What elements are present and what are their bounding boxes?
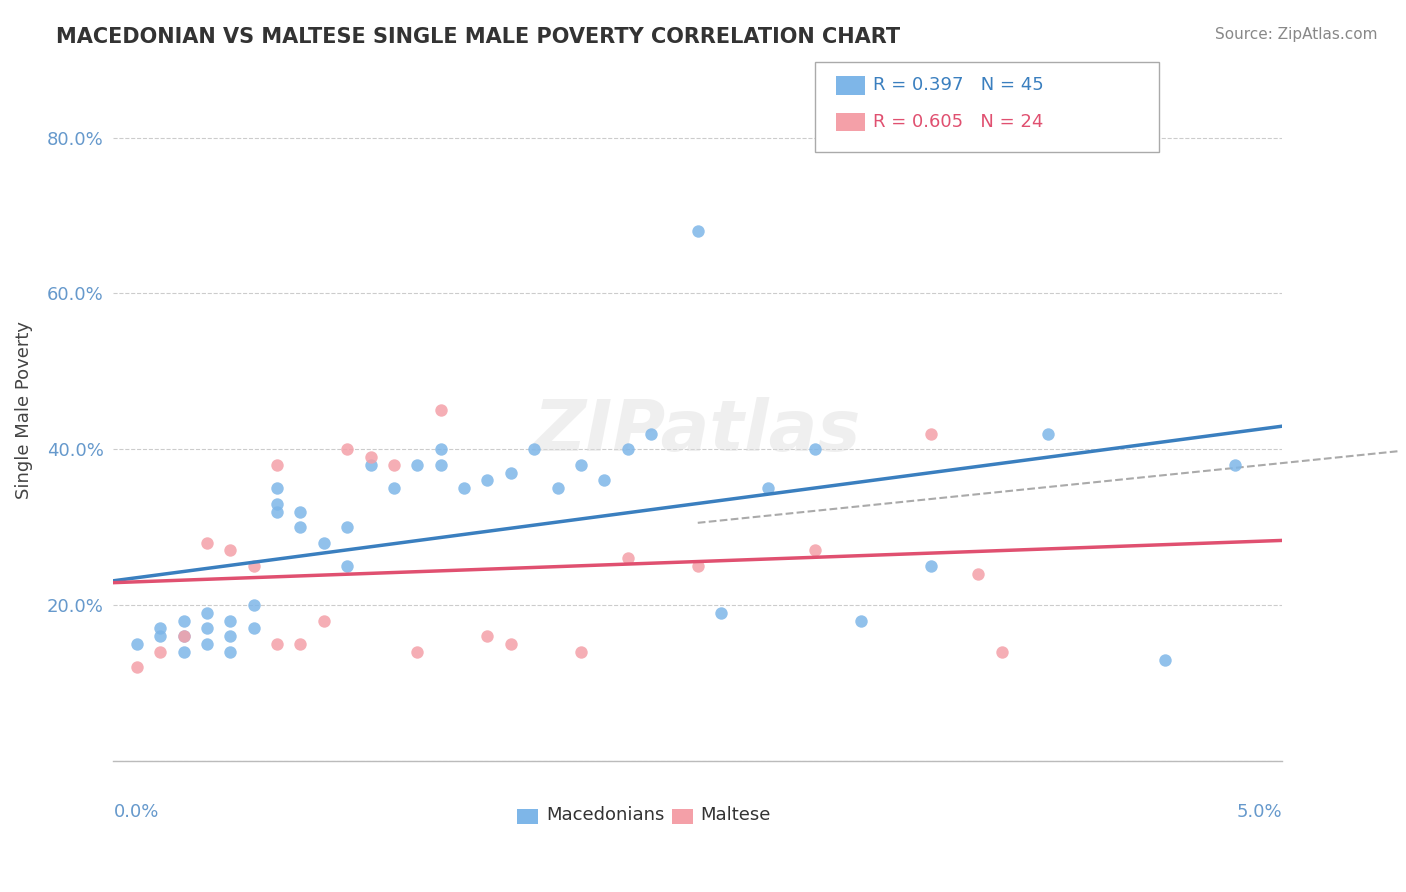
Y-axis label: Single Male Poverty: Single Male Poverty xyxy=(15,321,32,500)
Text: ZIPatlas: ZIPatlas xyxy=(534,397,862,466)
Point xyxy=(125,637,148,651)
Point xyxy=(453,481,475,495)
Point xyxy=(336,442,359,457)
Point xyxy=(336,520,359,534)
Point xyxy=(173,645,195,659)
Point xyxy=(547,481,569,495)
Point xyxy=(920,426,942,441)
Point xyxy=(173,614,195,628)
Point xyxy=(266,481,288,495)
Point xyxy=(499,466,522,480)
FancyBboxPatch shape xyxy=(516,808,537,824)
Point xyxy=(616,551,638,566)
Point xyxy=(242,598,264,612)
Text: Source: ZipAtlas.com: Source: ZipAtlas.com xyxy=(1215,27,1378,42)
Text: MACEDONIAN VS MALTESE SINGLE MALE POVERTY CORRELATION CHART: MACEDONIAN VS MALTESE SINGLE MALE POVERT… xyxy=(56,27,900,46)
Point xyxy=(173,629,195,643)
Point xyxy=(593,473,616,487)
Point xyxy=(173,629,195,643)
Point xyxy=(149,645,172,659)
FancyBboxPatch shape xyxy=(814,62,1160,153)
Text: 0.0%: 0.0% xyxy=(114,803,159,821)
Point xyxy=(803,543,825,558)
Point xyxy=(219,614,242,628)
Point xyxy=(920,559,942,574)
Point xyxy=(266,504,288,518)
Point xyxy=(477,473,499,487)
Point xyxy=(219,543,242,558)
Point xyxy=(1154,652,1177,666)
Text: Maltese: Maltese xyxy=(700,806,770,824)
Point xyxy=(290,504,312,518)
Point xyxy=(686,559,709,574)
Point xyxy=(219,645,242,659)
Text: R = 0.397   N = 45: R = 0.397 N = 45 xyxy=(873,77,1043,95)
Point xyxy=(266,458,288,472)
Point xyxy=(640,426,662,441)
FancyBboxPatch shape xyxy=(835,113,865,131)
Point xyxy=(429,403,451,417)
Point xyxy=(569,645,592,659)
Point xyxy=(382,458,405,472)
Point xyxy=(125,660,148,674)
Text: R = 0.605   N = 24: R = 0.605 N = 24 xyxy=(873,113,1043,131)
FancyBboxPatch shape xyxy=(835,77,865,95)
FancyBboxPatch shape xyxy=(672,808,693,824)
Point xyxy=(195,535,218,549)
Point xyxy=(195,606,218,620)
Point xyxy=(219,629,242,643)
Point xyxy=(523,442,546,457)
Point xyxy=(406,645,429,659)
Point xyxy=(242,621,264,635)
Point xyxy=(803,442,825,457)
Point xyxy=(710,606,733,620)
Point xyxy=(990,645,1012,659)
Text: Macedonians: Macedonians xyxy=(546,806,664,824)
Point xyxy=(312,535,335,549)
Point xyxy=(851,614,873,628)
Point xyxy=(149,629,172,643)
Point xyxy=(967,566,990,581)
Point xyxy=(686,224,709,238)
Point xyxy=(290,637,312,651)
Point xyxy=(1038,426,1060,441)
Point xyxy=(360,458,382,472)
Point xyxy=(616,442,638,457)
Point xyxy=(429,442,451,457)
Point xyxy=(569,458,592,472)
Point xyxy=(195,621,218,635)
Point xyxy=(266,637,288,651)
Point xyxy=(477,629,499,643)
Point xyxy=(406,458,429,472)
Point xyxy=(149,621,172,635)
Point xyxy=(360,450,382,464)
Point xyxy=(195,637,218,651)
Point xyxy=(429,458,451,472)
Point xyxy=(242,559,264,574)
Point xyxy=(1225,458,1247,472)
Point xyxy=(312,614,335,628)
Point xyxy=(499,637,522,651)
Point xyxy=(266,497,288,511)
Point xyxy=(290,520,312,534)
Point xyxy=(382,481,405,495)
Text: 5.0%: 5.0% xyxy=(1236,803,1282,821)
Point xyxy=(756,481,779,495)
Point xyxy=(336,559,359,574)
